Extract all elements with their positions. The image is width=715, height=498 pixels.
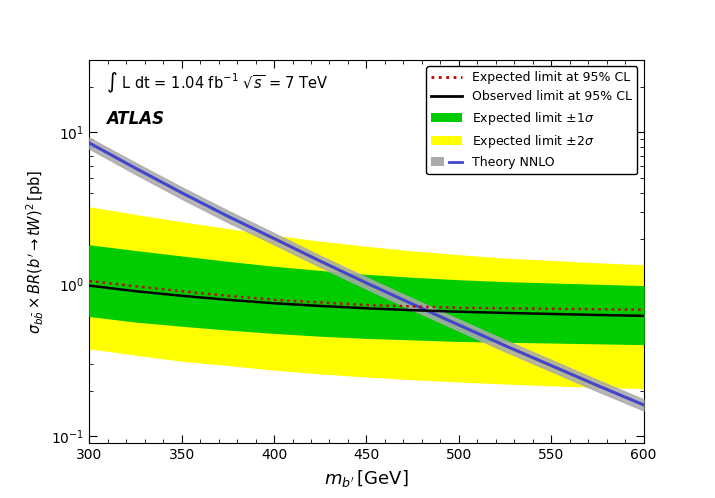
- X-axis label: $m_{b'} \, [\mathrm{GeV}]$: $m_{b'} \, [\mathrm{GeV}]$: [324, 468, 409, 489]
- Text: $\int$ L dt = 1.04 fb$^{-1}$ $\sqrt{s}$ = 7 TeV: $\int$ L dt = 1.04 fb$^{-1}$ $\sqrt{s}$ …: [106, 71, 329, 95]
- Legend: Expected limit at 95% CL, Observed limit at 95% CL, Expected limit $\pm 1\sigma$: Expected limit at 95% CL, Observed limit…: [426, 66, 637, 174]
- Y-axis label: $\sigma_{b\bar{b}} \times BR(b' \rightarrow tW)^{2} \, [\mathrm{pb}]$: $\sigma_{b\bar{b}} \times BR(b' \rightar…: [24, 169, 46, 334]
- Text: ATLAS: ATLAS: [106, 110, 164, 127]
